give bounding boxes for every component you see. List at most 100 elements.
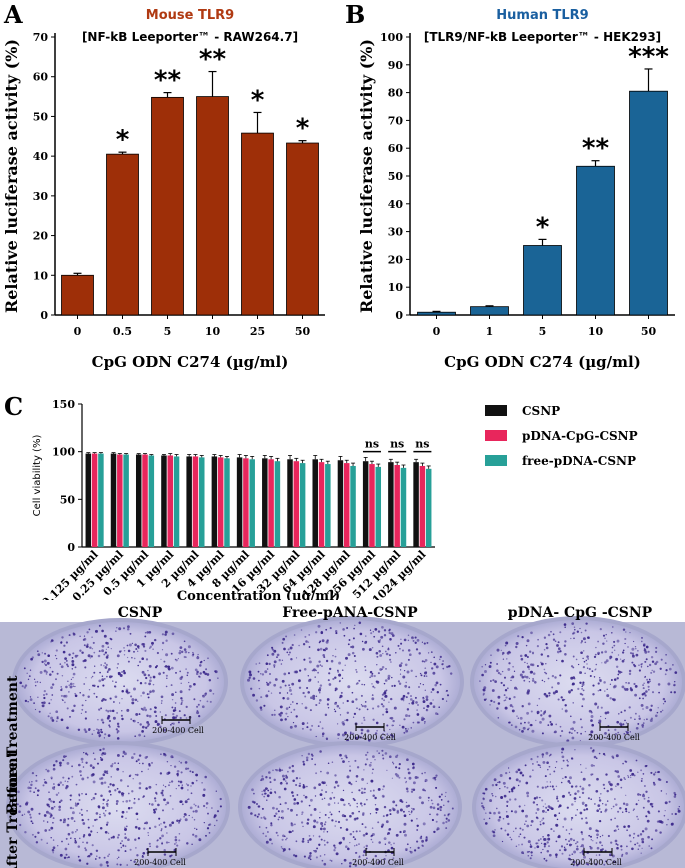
colony xyxy=(23,686,27,689)
colony xyxy=(94,818,97,822)
colony xyxy=(657,777,661,781)
colony xyxy=(542,837,546,841)
colony xyxy=(86,862,89,865)
colony xyxy=(483,686,487,690)
colony xyxy=(216,810,220,813)
colony xyxy=(597,651,601,655)
colony xyxy=(382,713,385,716)
colony xyxy=(624,637,627,641)
colony xyxy=(617,810,620,813)
colony xyxy=(108,838,111,841)
colony xyxy=(256,803,258,805)
colony xyxy=(606,800,609,802)
colony xyxy=(134,643,137,647)
colony xyxy=(65,755,67,757)
colony xyxy=(35,841,39,844)
colony xyxy=(114,695,118,699)
colony xyxy=(372,841,374,843)
colony xyxy=(331,819,334,822)
colony xyxy=(579,681,582,684)
colony xyxy=(382,788,384,790)
colony xyxy=(274,792,277,794)
colony xyxy=(261,807,264,810)
colony xyxy=(581,688,583,690)
colony xyxy=(372,707,375,710)
colony xyxy=(301,840,305,843)
colony xyxy=(370,835,373,838)
colony xyxy=(616,782,620,786)
colony xyxy=(559,631,562,634)
colony xyxy=(611,854,615,858)
colony xyxy=(59,819,62,822)
colony xyxy=(643,797,646,800)
colony xyxy=(123,650,126,652)
colony xyxy=(649,680,651,683)
colony xyxy=(532,769,534,771)
colony xyxy=(587,658,589,660)
colony xyxy=(633,837,635,839)
colony xyxy=(657,771,659,773)
colony xyxy=(641,640,643,643)
colony xyxy=(76,828,79,831)
colony xyxy=(95,629,98,633)
colony xyxy=(55,657,58,660)
colony xyxy=(583,855,586,859)
colony xyxy=(385,652,389,656)
colony xyxy=(70,837,72,839)
colony xyxy=(75,783,78,786)
colony xyxy=(373,635,376,638)
colony xyxy=(175,691,177,693)
colony xyxy=(274,709,276,711)
colony xyxy=(605,773,608,776)
colony xyxy=(570,689,573,692)
colony xyxy=(319,640,322,643)
colony xyxy=(163,821,166,824)
colony xyxy=(543,692,547,696)
colony xyxy=(610,631,613,634)
colony xyxy=(374,796,377,800)
colony xyxy=(148,827,151,830)
y-tick-label: 50 xyxy=(33,110,49,123)
colony xyxy=(38,812,41,815)
colony xyxy=(385,710,389,714)
colony xyxy=(178,710,181,713)
colony xyxy=(553,731,556,734)
colony xyxy=(332,677,335,681)
colony xyxy=(347,643,350,646)
colony xyxy=(519,673,523,677)
colony xyxy=(424,671,427,675)
colony xyxy=(57,783,61,787)
colony xyxy=(165,653,169,657)
colony xyxy=(406,670,410,674)
colony xyxy=(662,703,665,705)
colony xyxy=(416,709,418,711)
colony xyxy=(562,759,565,762)
colony xyxy=(524,823,526,825)
colony xyxy=(323,839,326,842)
colony xyxy=(528,727,530,729)
plate-row-label-1: Before Treatment xyxy=(5,675,21,814)
colony xyxy=(419,683,422,685)
colony xyxy=(633,808,635,810)
colony xyxy=(81,761,84,763)
colony xyxy=(193,698,196,701)
colony xyxy=(636,842,639,845)
colony xyxy=(301,813,303,815)
colony xyxy=(439,655,442,659)
colony xyxy=(306,822,309,825)
colony xyxy=(513,670,516,672)
colony xyxy=(634,645,637,648)
colony xyxy=(506,805,509,807)
colony xyxy=(180,771,183,774)
colony xyxy=(422,822,426,826)
colony xyxy=(318,687,322,690)
colony xyxy=(41,660,44,664)
colony xyxy=(634,712,637,715)
colony xyxy=(198,675,201,678)
colony xyxy=(440,793,443,796)
colony xyxy=(104,698,107,701)
colony xyxy=(72,676,74,679)
colony xyxy=(148,762,151,766)
colony xyxy=(180,682,182,684)
colony xyxy=(267,789,270,792)
